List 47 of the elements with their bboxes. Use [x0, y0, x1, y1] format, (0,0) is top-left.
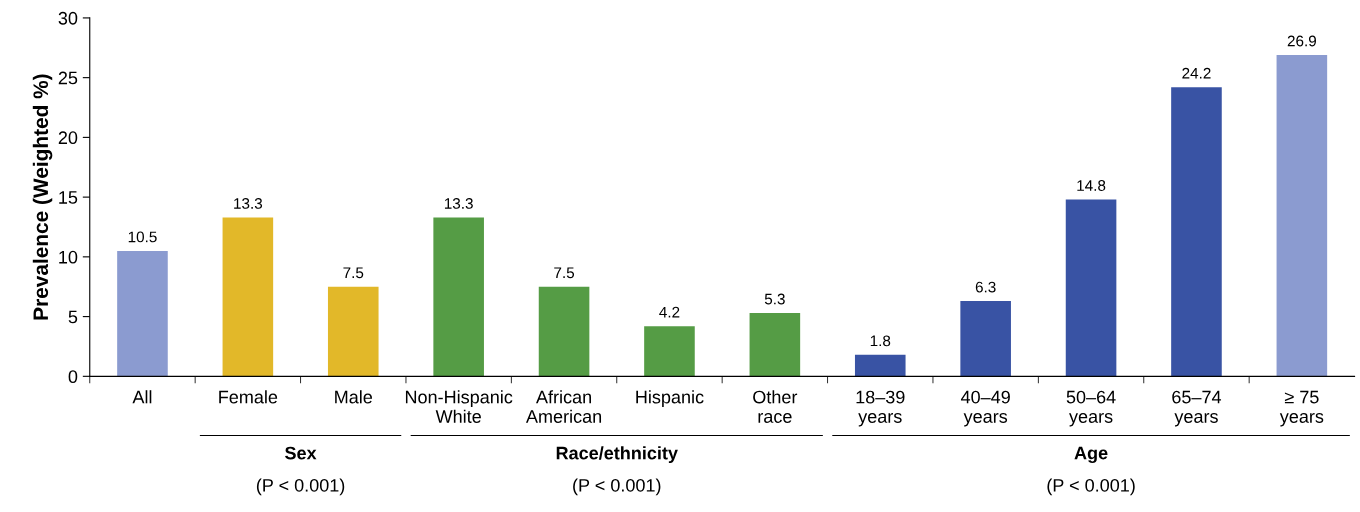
data-label: 26.9 — [1287, 35, 1316, 47]
text: Age (P < 0.001) — [1047, 446, 1135, 496]
bar — [433, 217, 484, 377]
data-label: 10.5 — [128, 231, 157, 243]
x-tick-label: African American — [525, 390, 602, 423]
x-tick-label: All — [132, 390, 152, 404]
data-label: 4.2 — [659, 306, 680, 318]
y-tick-label: 0 — [68, 370, 78, 384]
x-tick-label: 50–64 years — [1066, 390, 1116, 427]
bar — [1276, 54, 1328, 377]
x-tick-label: ≥ 75 years — [1279, 390, 1324, 427]
x-tick-label: Male — [335, 390, 373, 404]
bar — [117, 250, 168, 377]
x-tick-label: Non-Hispanic White — [405, 390, 513, 423]
y-tick-label: 20 — [58, 131, 78, 145]
y-tick-label: 30 — [58, 11, 78, 25]
text: Race/ethnicity (P < 0.001) — [556, 446, 678, 496]
bar — [1065, 199, 1117, 377]
data-label: 7.5 — [343, 267, 364, 279]
x-tick-label: Female — [219, 390, 278, 404]
data-label: 6.3 — [975, 281, 996, 293]
data-label: 5.3 — [764, 293, 785, 305]
y-tick-label: 15 — [59, 191, 78, 204]
data-label: 1.8 — [870, 335, 891, 347]
x-tick-label: 18–39 years — [856, 390, 905, 427]
bar — [960, 301, 1011, 377]
bar — [222, 217, 274, 377]
x-tick-label: 40–49 years — [960, 390, 1010, 427]
text: Sex (P < 0.001) — [256, 446, 345, 496]
bar — [327, 286, 379, 377]
x-tick-label: 65–74 years — [1172, 390, 1222, 427]
data-label: 24.2 — [1182, 67, 1211, 79]
bar — [538, 286, 590, 377]
data-label: 14.8 — [1077, 180, 1106, 191]
data-label: 7.5 — [554, 267, 575, 279]
data-label: 13.3 — [234, 198, 263, 209]
y-tick-label: 10 — [59, 250, 78, 264]
bar — [749, 313, 801, 377]
x-tick-label: Hispanic — [636, 390, 704, 408]
x-tick-label: Other race — [753, 390, 798, 423]
bar — [644, 326, 695, 377]
bar — [854, 354, 906, 377]
y-axis-title: Prevalence (Weighted %) — [32, 74, 53, 320]
bar — [1171, 87, 1222, 377]
y-tick-label: 25 — [58, 71, 78, 85]
data-label: 13.3 — [444, 198, 473, 209]
y-tick-label: 5 — [68, 310, 78, 324]
